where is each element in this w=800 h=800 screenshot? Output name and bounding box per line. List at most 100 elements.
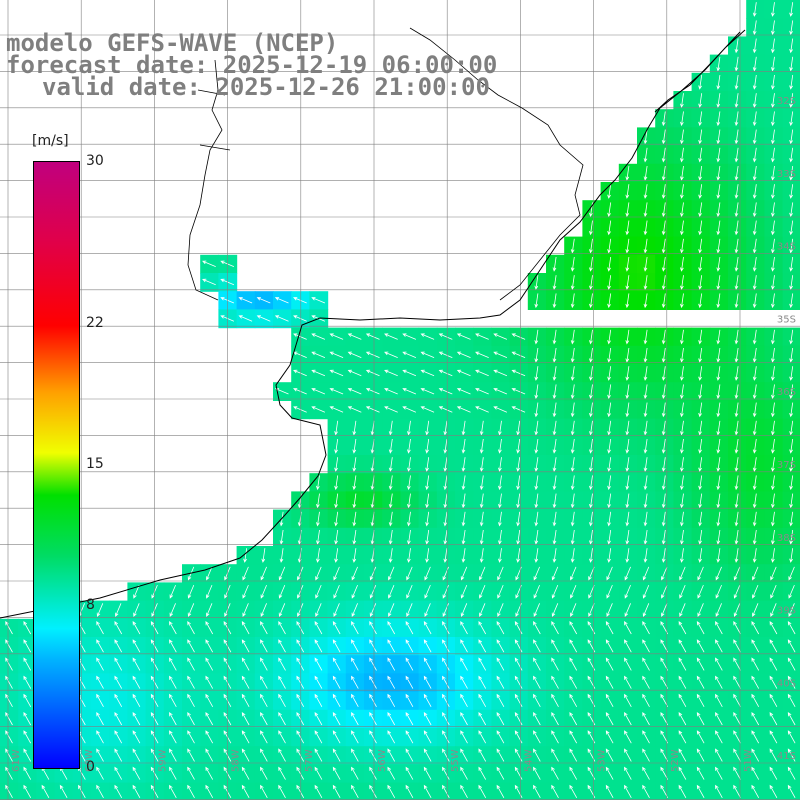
wind-arrow — [96, 784, 104, 798]
latitude-labels: 32S 33S 34S 35S 36S 37S 38S 39S 40S 41S — [777, 96, 796, 762]
wind-arrow — [771, 111, 775, 127]
field-cell — [72, 782, 92, 800]
wind-arrow — [771, 529, 775, 545]
wind-arrow — [533, 693, 541, 707]
wind-arrow — [787, 621, 796, 635]
wind-arrow — [442, 748, 450, 762]
wind-arrow — [643, 275, 648, 290]
wind-arrow — [680, 238, 684, 254]
wind-arrow — [461, 420, 466, 436]
wind-arrow — [661, 220, 666, 236]
wind-arrow — [365, 406, 380, 413]
wind-arrow — [388, 457, 393, 472]
wind-arrow — [115, 603, 122, 617]
wind-arrow — [607, 548, 612, 563]
wind-arrow — [752, 111, 757, 127]
wind-arrow — [442, 784, 450, 798]
wind-arrow — [751, 748, 760, 762]
wind-arrow — [661, 256, 666, 272]
wind-arrow — [423, 675, 432, 689]
wind-arrow — [187, 584, 195, 599]
wind-arrow — [716, 111, 721, 127]
wind-arrow — [479, 438, 484, 454]
wind-arrow — [716, 438, 721, 454]
wind-arrow — [369, 621, 377, 635]
wind-arrow — [461, 475, 466, 491]
wind-arrow — [405, 693, 414, 707]
wind-arrow — [187, 621, 195, 635]
wind-arrow — [698, 347, 703, 363]
wind-arrow — [661, 238, 666, 254]
wind-arrow — [678, 639, 687, 653]
wind-arrow — [5, 621, 13, 635]
wind-arrow — [552, 293, 557, 309]
wind-arrow — [514, 766, 523, 780]
wind-arrow — [405, 748, 414, 762]
lat-label: 38S — [777, 533, 796, 544]
wind-arrow — [680, 548, 684, 563]
wind-arrow — [241, 621, 250, 635]
wind-arrow — [625, 256, 630, 272]
wind-arrow — [443, 511, 448, 527]
wind-arrow — [516, 457, 521, 472]
wind-arrow — [698, 220, 703, 236]
wind-arrow — [570, 384, 575, 400]
wind-arrow — [661, 493, 666, 509]
wind-arrow — [202, 260, 216, 267]
wind-arrow — [496, 748, 505, 762]
wind-arrow — [552, 420, 557, 436]
wind-arrow — [624, 712, 632, 726]
wind-arrow — [443, 420, 448, 436]
wind-arrow — [624, 693, 632, 707]
wind-arrow — [552, 366, 557, 381]
wind-arrow — [589, 256, 593, 272]
wind-arrow — [241, 639, 250, 653]
lon-label: 51W — [743, 749, 754, 772]
wind-arrow — [407, 475, 411, 491]
wind-arrow — [715, 621, 723, 635]
wind-arrow — [751, 730, 760, 744]
wind-arrow — [497, 566, 504, 581]
wind-arrow — [514, 784, 523, 798]
wind-arrow — [516, 493, 521, 509]
wind-arrow — [589, 329, 593, 345]
wind-arrow — [442, 693, 450, 707]
wind-arrow — [607, 202, 612, 218]
wind-arrow — [316, 475, 320, 491]
valid-date: valid date: 2025-12-26 21:00:00 — [42, 73, 490, 101]
wind-arrow — [696, 784, 705, 798]
wind-arrow — [607, 384, 612, 400]
field-cell — [782, 746, 800, 765]
field-cell — [764, 782, 784, 800]
wind-arrow — [552, 438, 557, 454]
wind-arrow — [442, 639, 450, 653]
wind-arrow — [661, 147, 666, 163]
wind-arrow — [752, 347, 757, 363]
wind-arrow — [420, 351, 435, 358]
wind-arrow — [734, 238, 739, 254]
wind-arrow — [241, 748, 250, 762]
wind-arrow — [570, 493, 575, 509]
lon-label: 59W — [157, 749, 168, 772]
wind-arrow — [278, 693, 286, 707]
wind-arrow — [605, 766, 614, 780]
wind-arrow — [607, 511, 612, 527]
wind-arrow — [293, 333, 307, 340]
wind-arrow — [351, 584, 358, 599]
wind-arrow — [696, 621, 705, 635]
wind-arrow — [624, 584, 631, 599]
wind-arrow — [605, 693, 614, 707]
field-cell — [782, 691, 800, 711]
wind-arrow — [423, 766, 432, 780]
field-cell — [200, 782, 219, 800]
wind-arrow — [402, 388, 417, 395]
wind-arrow — [369, 712, 377, 726]
wind-arrow — [23, 784, 32, 798]
wind-arrow — [716, 275, 721, 290]
wind-arrow — [205, 784, 214, 798]
wind-arrow — [347, 369, 362, 377]
wind-arrow — [296, 675, 305, 689]
wind-arrow — [624, 621, 632, 635]
wind-arrow — [332, 639, 341, 653]
wind-arrow — [387, 766, 396, 780]
